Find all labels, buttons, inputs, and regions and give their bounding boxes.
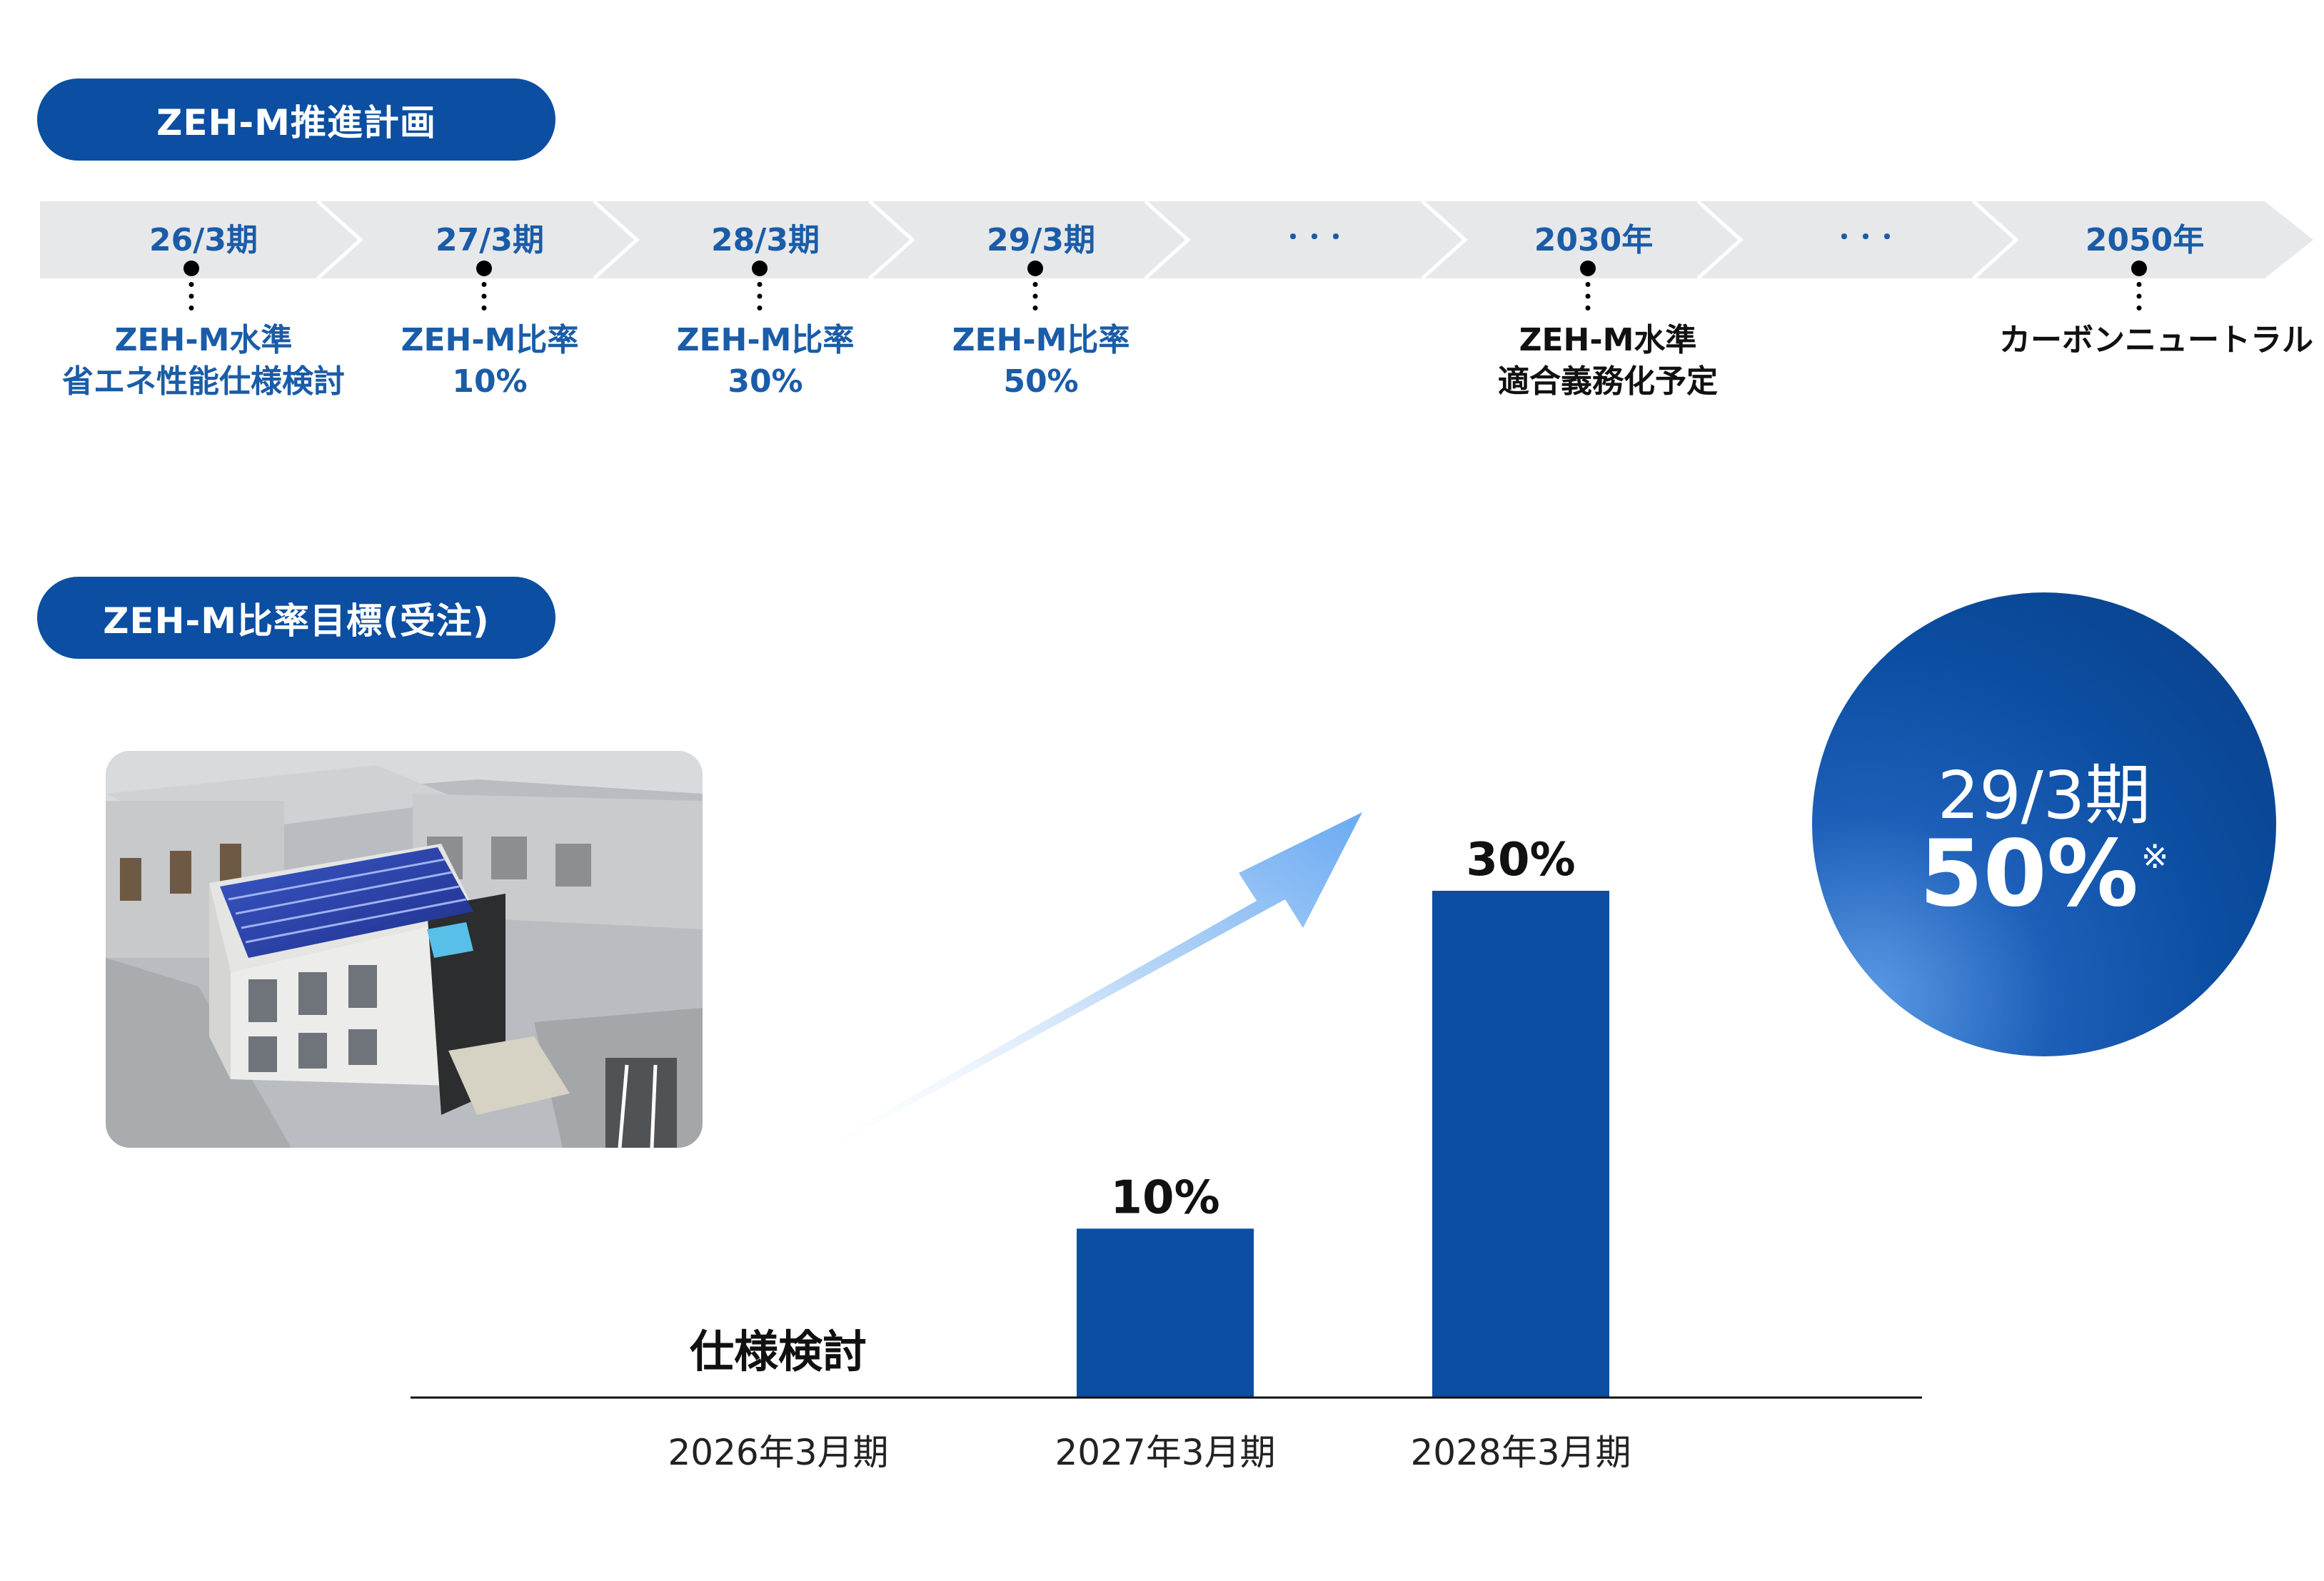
timeline-period-label: 26/3期: [149, 222, 258, 258]
target-section-title-text: ZEH-M比率目標(受注): [103, 600, 490, 642]
timeline-period-label: ･･･: [1286, 221, 1350, 254]
category-note: 仕様検討: [690, 1325, 867, 1378]
target-value: 50%: [1919, 821, 2138, 927]
timeline-band: [40, 200, 2313, 280]
timeline-marker-dot: [2131, 261, 2147, 276]
timeline-period-label: 2030年: [1534, 222, 1654, 258]
x-tick-label: 2028年3月期: [1410, 1432, 1631, 1473]
timeline-description-line: 10%: [452, 363, 528, 400]
timeline-description-line: カーボンニュートラル: [1999, 322, 2313, 358]
timeline-separator: [868, 200, 915, 280]
timeline-arrow-shape: [40, 201, 2313, 278]
timeline-description-line: 50%: [1003, 363, 1079, 400]
timeline-marker-dot: [183, 261, 199, 276]
growth-arrow: [821, 812, 1362, 1148]
x-tick-label: 2026年3月期: [668, 1432, 888, 1473]
plan-section-title: ZEH-M推進計画: [37, 79, 555, 161]
target-note-mark: ※: [2141, 837, 2169, 876]
timeline-marker-dot: [1027, 261, 1043, 276]
timeline-period-label: 28/3期: [711, 222, 820, 258]
target-value-wrap: 50%※: [1812, 821, 2276, 927]
timeline-marker-stem: [1032, 282, 1038, 310]
timeline-description-line: 省エネ性能仕様検討: [62, 363, 345, 400]
target-section-title: ZEH-M比率目標(受注): [37, 577, 555, 659]
bar: [1077, 1228, 1254, 1398]
timeline-description-line: ZEH-M水準: [114, 322, 293, 358]
timeline-description-line: ZEH-M比率: [676, 322, 855, 358]
timeline-marker-stem: [481, 282, 487, 310]
timeline-separator: [593, 200, 640, 280]
timeline-period-label: 29/3期: [987, 222, 1095, 258]
target-period: 29/3期: [1937, 757, 2151, 834]
bar-value-label: 30%: [1466, 834, 1575, 887]
building-photo: [106, 751, 703, 1148]
timeline-marker-dot: [476, 261, 492, 276]
timeline-separator: [1972, 200, 2019, 280]
timeline-description: ZEH-M水準省エネ性能仕様検討: [36, 320, 371, 403]
timeline-description-line: 適合義務化予定: [1498, 363, 1718, 400]
target-circle: 29/3期 50%※: [1812, 592, 2276, 1056]
timeline-description: ZEH-M比率 50%: [873, 320, 1209, 403]
timeline-description-line: ZEH-M比率: [401, 322, 579, 358]
x-tick-label: 2027年3月期: [1055, 1432, 1275, 1473]
timeline-marker-stem: [757, 282, 763, 310]
timeline-description: ZEH-M比率 10%: [322, 320, 658, 403]
timeline-separator: [1144, 200, 1191, 280]
timeline-marker-dot: [752, 261, 768, 276]
timeline-description-line: ZEH-M比率: [952, 322, 1130, 358]
timeline-marker-stem: [1585, 282, 1591, 310]
timeline-period-label: 27/3期: [436, 222, 544, 258]
timeline-description: ZEH-M水準 適合義務化予定: [1440, 320, 1776, 403]
timeline-marker-stem: [2136, 282, 2142, 310]
plan-section-title-text: ZEH-M推進計画: [156, 101, 436, 143]
timeline-period-label: ･･･: [1837, 221, 1901, 254]
timeline-period-label: 2050年: [2085, 222, 2205, 258]
timeline-separator: [316, 200, 363, 280]
bar: [1432, 891, 1609, 1398]
timeline-separator: [1696, 200, 1744, 280]
timeline-marker-stem: [188, 282, 194, 310]
timeline-separator: [1421, 200, 1468, 280]
timeline-description-line: 30%: [728, 363, 803, 400]
bar-value-label: 10%: [1110, 1171, 1219, 1224]
timeline-marker-dot: [1580, 261, 1596, 276]
timeline-description: カーボンニュートラル: [1988, 320, 2324, 361]
timeline-description: ZEH-M比率 30%: [598, 320, 933, 403]
timeline-description-line: ZEH-M水準: [1519, 322, 1697, 358]
